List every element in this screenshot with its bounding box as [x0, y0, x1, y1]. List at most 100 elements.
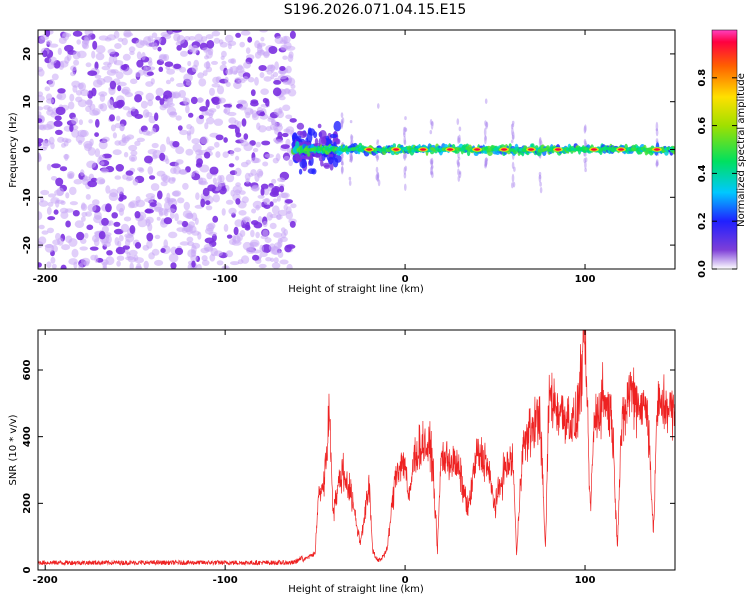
noise-blob	[38, 211, 43, 221]
noise-blob	[281, 88, 291, 95]
noise-blob	[70, 65, 77, 72]
noise-blob	[47, 227, 54, 234]
noise-blob	[259, 251, 268, 257]
noise-blob	[160, 31, 171, 37]
noise-blob	[269, 201, 274, 207]
x-tick-label: 0	[402, 575, 409, 586]
noise-blob	[283, 155, 290, 161]
noise-blob	[250, 100, 259, 107]
noise-blob	[155, 95, 161, 101]
streak-blob	[456, 118, 460, 125]
noise-blob	[60, 264, 67, 269]
noise-blob	[170, 262, 177, 269]
noise-blob	[243, 143, 253, 152]
noise-blob	[92, 199, 100, 206]
streak-blob	[484, 135, 487, 145]
noise-blob	[288, 159, 294, 167]
noise-blob	[88, 119, 93, 124]
streak-blob	[583, 125, 587, 134]
noise-blob	[166, 208, 176, 213]
noise-blob	[53, 120, 63, 127]
noise-blob	[40, 189, 50, 196]
noise-blob	[202, 187, 210, 197]
noise-blob	[78, 119, 83, 126]
noise-blob	[176, 35, 186, 44]
noise-blob	[38, 236, 47, 245]
streak-blob	[341, 117, 345, 124]
noise-blob	[135, 71, 142, 78]
noise-blob	[172, 92, 180, 99]
noise-blob	[166, 136, 171, 145]
noise-blob	[147, 99, 154, 107]
streak-blob	[513, 166, 516, 172]
noise-blob	[185, 105, 190, 114]
noise-blob	[57, 47, 62, 56]
noise-blob	[262, 229, 269, 237]
noise-blob	[223, 137, 228, 143]
noise-blob	[264, 237, 272, 244]
noise-blob	[267, 64, 273, 70]
noise-blob	[101, 225, 109, 234]
noise-blob	[74, 220, 85, 229]
noise-blob	[105, 185, 111, 194]
noise-blob	[225, 250, 234, 258]
noise-blob	[115, 71, 124, 80]
noise-blob	[271, 187, 279, 196]
noise-blob	[128, 144, 138, 152]
noise-blob	[185, 81, 192, 86]
streak-blob	[404, 165, 408, 172]
noise-blob	[282, 104, 291, 112]
noise-blob	[69, 93, 75, 102]
streak-blob	[349, 152, 352, 160]
noise-blob	[255, 204, 260, 211]
noise-blob	[207, 146, 215, 151]
noise-blob	[212, 194, 220, 203]
noise-blob	[84, 232, 89, 239]
noise-blob	[285, 65, 292, 74]
noise-blob	[177, 197, 185, 204]
colorbar-ticks: 0.0 0.2 0.4 0.6 0.8	[697, 69, 737, 278]
noise-blob	[144, 198, 154, 203]
noise-blob	[179, 241, 190, 246]
noise-blob	[252, 200, 263, 209]
noise-blob	[107, 99, 114, 109]
noise-blob	[183, 73, 193, 82]
noise-blob	[148, 115, 156, 124]
noise-blob	[145, 66, 156, 71]
y-tick-label: 20	[22, 47, 33, 61]
streak-blob	[377, 103, 380, 109]
noise-blob	[135, 265, 143, 269]
noise-blob	[44, 244, 54, 248]
noise-blob	[90, 254, 97, 261]
streak-blob	[350, 139, 354, 145]
noise-blob	[236, 121, 242, 128]
noise-blob	[159, 98, 165, 106]
noise-blob	[154, 234, 161, 240]
noise-blob	[259, 72, 265, 79]
noise-blob	[113, 228, 124, 235]
noise-blob	[233, 147, 242, 153]
noise-blob	[221, 60, 227, 65]
streak-blob	[512, 181, 516, 188]
noise-blob	[51, 163, 61, 169]
noise-blob	[260, 36, 265, 42]
noise-blob	[233, 81, 242, 90]
noise-blob	[280, 144, 290, 150]
noise-blob	[118, 234, 124, 242]
noise-blob	[205, 200, 211, 206]
noise-blob	[101, 65, 111, 71]
noise-blob	[108, 55, 114, 65]
noise-blob	[222, 151, 229, 158]
noise-blob	[247, 36, 253, 43]
noise-blob	[86, 160, 97, 169]
noise-blob	[73, 178, 83, 185]
noise-blob	[54, 115, 62, 121]
x-tick-label: -200	[33, 274, 58, 285]
noise-blob	[120, 223, 130, 233]
noise-blob	[68, 258, 78, 265]
hot-spot	[501, 148, 508, 151]
noise-blob	[81, 202, 86, 210]
noise-blob	[154, 112, 159, 121]
noise-blob	[262, 161, 269, 167]
